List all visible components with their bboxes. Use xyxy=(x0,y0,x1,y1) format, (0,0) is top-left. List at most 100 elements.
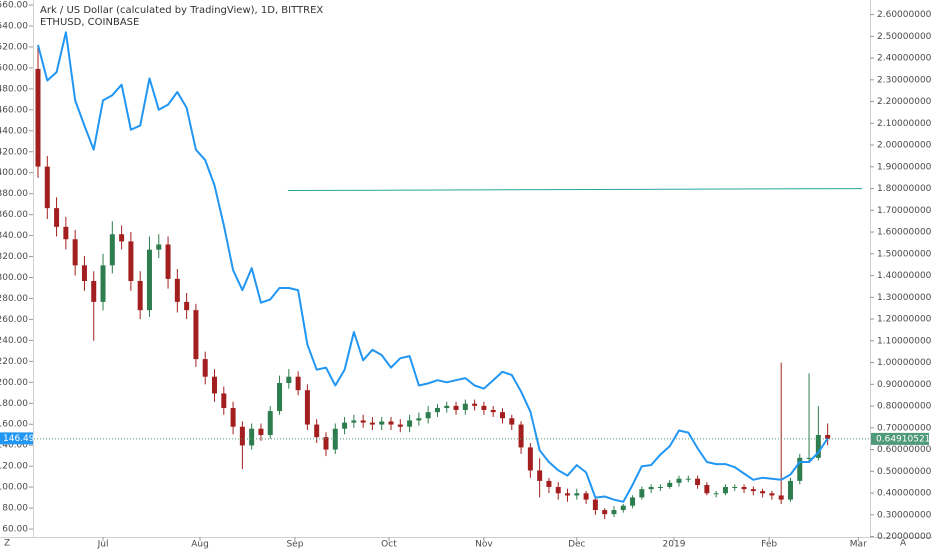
candle-body xyxy=(267,411,273,435)
y2-tick-label: 0.70000000 xyxy=(877,423,932,433)
corner-button[interactable]: Z xyxy=(4,539,10,549)
y2-tick-label: 1.00000000 xyxy=(877,358,932,368)
last-price-label: 0.64910521 xyxy=(876,434,930,444)
candle-body xyxy=(695,478,701,486)
candle-body xyxy=(685,478,691,480)
y2-tick-label: 0.90000000 xyxy=(877,380,932,390)
y-tick-label: 400.00 xyxy=(0,168,28,178)
candle-body xyxy=(490,409,496,413)
x-tick-label: Dec xyxy=(568,540,585,550)
candle-body xyxy=(239,426,245,446)
candle-body xyxy=(109,234,115,266)
corner-button[interactable]: A xyxy=(900,539,907,549)
candle-body xyxy=(825,434,831,439)
x-tick-label: Aug xyxy=(191,540,209,550)
y2-tick-label: 0.60000000 xyxy=(877,445,932,455)
candle-body xyxy=(397,424,403,427)
candle-body xyxy=(769,493,775,496)
y-tick-label: 220.00 xyxy=(0,357,28,367)
last-price-box xyxy=(871,432,929,445)
y-tick-label: 60.00 xyxy=(2,525,28,535)
candle-body xyxy=(741,486,747,490)
candle-body xyxy=(667,482,673,487)
candle-body xyxy=(81,265,87,282)
x-tick-label: Nov xyxy=(475,540,493,550)
candle-body xyxy=(453,405,459,410)
candle-body xyxy=(286,376,292,384)
candle-body xyxy=(351,420,357,423)
y-tick-label: 360.00 xyxy=(0,210,28,220)
candle-body xyxy=(379,421,385,425)
candle-body xyxy=(314,424,320,438)
candle-body xyxy=(174,278,180,302)
candle-body xyxy=(722,486,728,494)
y-tick-label: 140.00 xyxy=(0,441,28,451)
y-tick-label: 480.00 xyxy=(0,84,28,94)
candle-body xyxy=(806,457,812,459)
eth-last-label: 146.49 xyxy=(3,434,35,444)
y2-tick-label: 1.90000000 xyxy=(877,162,932,172)
candle-body xyxy=(565,493,571,496)
candle-body xyxy=(91,281,97,302)
y2-tick-label: 1.30000000 xyxy=(877,293,932,303)
candle-body xyxy=(212,376,218,394)
y2-tick-label: 2.10000000 xyxy=(877,119,932,129)
candle-body xyxy=(732,486,738,488)
y2-tick-label: 1.60000000 xyxy=(877,228,932,238)
candle-body xyxy=(146,249,152,311)
candle-body xyxy=(304,390,310,425)
candle-body xyxy=(537,470,543,481)
y-tick-label: 320.00 xyxy=(0,252,28,262)
y2-tick-label: 2.50000000 xyxy=(877,32,932,42)
candle-body xyxy=(156,244,162,250)
y2-tick-label: 2.00000000 xyxy=(877,141,932,151)
candle-body xyxy=(574,493,580,496)
y-tick-label: 420.00 xyxy=(0,147,28,157)
candle-body xyxy=(787,480,793,500)
y2-tick-label: 0.80000000 xyxy=(877,402,932,412)
x-tick-label: Oct xyxy=(381,540,397,550)
y2-tick-label: 0.30000000 xyxy=(877,510,932,520)
candle-body xyxy=(546,480,552,487)
candle-body xyxy=(750,489,756,492)
candle-body xyxy=(416,418,422,421)
eth-last-box xyxy=(0,432,33,445)
candle-body xyxy=(472,403,478,406)
candle-body xyxy=(583,493,589,500)
y-tick-label: 540.00 xyxy=(0,21,28,31)
button-label[interactable]: A xyxy=(900,539,907,549)
candle-body xyxy=(72,239,78,266)
button-label[interactable]: Z xyxy=(4,539,10,549)
y2-tick-label: 0.40000000 xyxy=(877,489,932,499)
candle-body xyxy=(332,428,338,450)
candle-body xyxy=(602,510,608,515)
y2-tick-label: 1.40000000 xyxy=(877,271,932,281)
candle-body xyxy=(425,412,431,419)
y-tick-label: 460.00 xyxy=(0,105,28,115)
candle-body xyxy=(193,310,199,360)
candle-body xyxy=(639,489,645,498)
y2-tick-label: 2.60000000 xyxy=(877,10,932,20)
y-tick-label: 80.00 xyxy=(2,504,28,514)
x-tick-label: 2019 xyxy=(663,540,686,550)
y-tick-label: 560.00 xyxy=(0,1,28,11)
y-tick-label: 200.00 xyxy=(0,378,28,388)
candle-body xyxy=(63,226,69,240)
candle-body xyxy=(165,244,171,279)
y2-tick-label: 1.20000000 xyxy=(877,315,932,325)
candle-body xyxy=(434,408,440,413)
y2-tick-label: 1.50000000 xyxy=(877,249,932,259)
candle-body xyxy=(202,359,208,377)
trend-line xyxy=(287,188,863,192)
y-tick-label: 180.00 xyxy=(0,399,28,409)
candle-body xyxy=(797,457,803,481)
x-tick-label: Jul xyxy=(97,540,109,550)
x-tick-label: Feb xyxy=(761,540,777,550)
y2-tick-label: 0.50000000 xyxy=(877,467,932,477)
candle-body xyxy=(230,408,236,427)
candle-body xyxy=(630,497,636,506)
candle-body xyxy=(657,486,663,488)
candle-body xyxy=(128,241,134,282)
